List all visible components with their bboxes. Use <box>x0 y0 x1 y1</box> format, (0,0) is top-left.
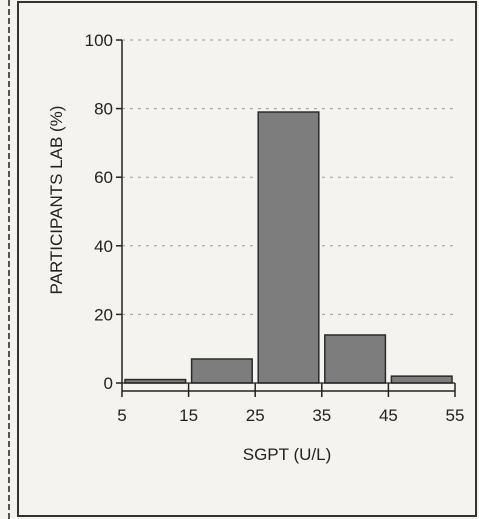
tick-labels: 0 20 40 60 80 100 5 15 25 35 45 55 <box>85 31 465 425</box>
x-tick-label-45: 45 <box>379 406 398 425</box>
bar-25-35 <box>257 111 320 384</box>
figure-border <box>17 1 477 517</box>
x-axis-title: SGPT (U/L) <box>243 445 331 464</box>
y-axis-title: PARTICIPANTS LAB (%) <box>47 106 66 295</box>
y-tick-label-40: 40 <box>94 237 113 256</box>
x-tick-label-5: 5 <box>117 406 126 425</box>
x-tick-label-35: 35 <box>312 406 331 425</box>
y-tick-label-80: 80 <box>94 100 113 119</box>
x-tick-label-55: 55 <box>446 406 465 425</box>
y-tick-label-20: 20 <box>94 305 113 324</box>
bar-15-25 <box>190 358 253 384</box>
y-tick-label-0: 0 <box>104 374 113 393</box>
bars <box>124 111 453 384</box>
bar-45-55 <box>390 375 453 384</box>
y-tick-label-100: 100 <box>85 31 113 50</box>
bar-35-45 <box>324 334 387 384</box>
y-tick-label-60: 60 <box>94 168 113 187</box>
x-tick-label-25: 25 <box>246 406 265 425</box>
x-tick-label-15: 15 <box>179 406 198 425</box>
axes <box>116 39 456 397</box>
